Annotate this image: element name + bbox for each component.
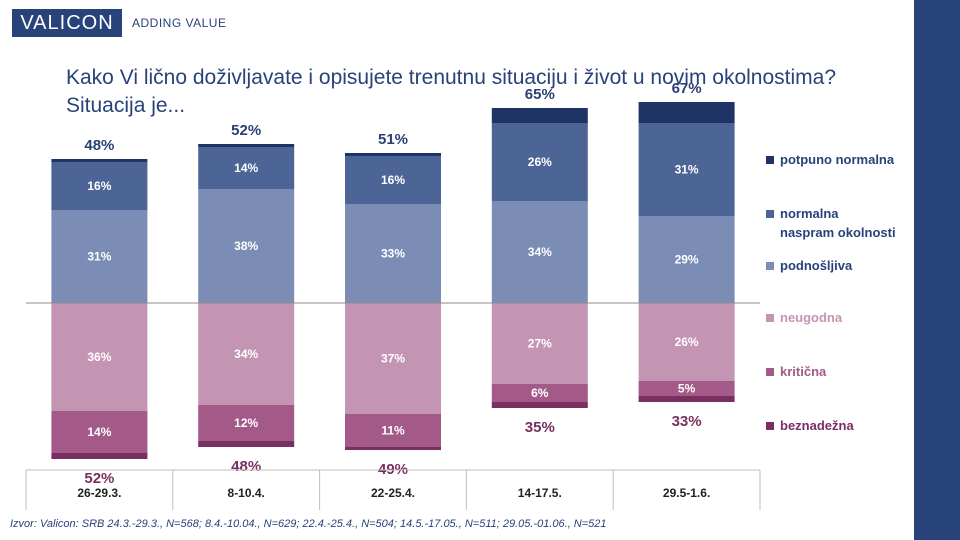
legend-label: potpuno normalna xyxy=(780,152,895,167)
legend-label: beznadežna xyxy=(780,418,854,433)
legend-label: normalna naspram okolnosti xyxy=(780,206,896,240)
negative-total-label: 48% xyxy=(231,458,261,475)
negative-total-label: 52% xyxy=(84,470,114,487)
bar-segment-podnošljiva xyxy=(51,210,148,303)
segment-label: 14% xyxy=(234,161,258,175)
bar-segment-potpuno-normalna xyxy=(51,159,148,162)
legend-swatch xyxy=(766,210,774,218)
segment-label: 16% xyxy=(381,173,405,187)
bar-segment-beznadežna xyxy=(491,402,588,408)
segment-label: 31% xyxy=(675,163,699,177)
positive-total-label: 65% xyxy=(525,86,555,103)
segment-label: 36% xyxy=(87,350,111,364)
segment-label: 31% xyxy=(87,250,111,264)
title-line-2: Situacija je... xyxy=(66,94,186,117)
segment-label: 5% xyxy=(678,382,696,396)
bar-segment-podnošljiva xyxy=(198,189,295,303)
right-accent-band xyxy=(914,0,960,540)
negative-total-label: 33% xyxy=(672,413,702,430)
tagline: ADDING VALUE xyxy=(132,16,227,30)
bar-segment-beznadežna xyxy=(345,447,441,450)
segment-label: 34% xyxy=(234,347,258,361)
legend-label: podnošljiva xyxy=(780,258,853,273)
bar-segment-beznadežna xyxy=(198,441,295,447)
source-note: Izvor: Valicon: SRB 24.3.-29.3., N=568; … xyxy=(10,518,607,530)
bar-segment-kritična xyxy=(345,414,441,447)
chart-title: Kako Vi lično doživljavate i opisujete t… xyxy=(66,64,906,120)
bar-segment-neugodna xyxy=(345,303,441,414)
positive-total-label: 51% xyxy=(378,131,408,148)
x-tick-label: 26-29.3. xyxy=(77,486,121,500)
positive-total-label: 52% xyxy=(231,122,261,139)
title-line-1: Kako Vi lično doživljavate i opisujete t… xyxy=(66,66,837,89)
segment-label: 14% xyxy=(87,425,111,439)
legend-swatch xyxy=(766,368,774,376)
bar-segment-normalna-naspram-okolnosti xyxy=(345,156,441,204)
bar-segment-neugodna xyxy=(51,303,148,411)
bar-segment-kritična xyxy=(51,411,148,453)
legend-swatch xyxy=(766,314,774,322)
segment-label: 6% xyxy=(531,386,549,400)
bar-segment-beznadežna xyxy=(51,453,148,459)
segment-label: 34% xyxy=(528,245,552,259)
positive-total-label: 48% xyxy=(84,137,114,154)
valicon-logo: VALICON xyxy=(12,9,122,37)
bar-segment-normalna-naspram-okolnosti xyxy=(638,123,735,216)
legend-label: kritična xyxy=(780,364,827,379)
bar-segment-podnošljiva xyxy=(491,201,588,303)
segment-label: 12% xyxy=(234,416,258,430)
bar-segment-potpuno-normalna xyxy=(198,144,295,147)
bar-segment-kritična xyxy=(638,381,735,396)
bar-segment-podnošljiva xyxy=(345,204,441,303)
bar-segment-neugodna xyxy=(491,303,588,384)
positive-total-label: 67% xyxy=(672,80,702,97)
x-tick-label: 14-17.5. xyxy=(518,486,562,500)
segment-label: 37% xyxy=(381,352,405,366)
bar-segment-kritična xyxy=(198,405,295,441)
legend-label: neugodna xyxy=(780,310,843,325)
bar-segment-neugodna xyxy=(638,303,735,381)
bar-segment-normalna-naspram-okolnosti xyxy=(198,147,295,189)
bar-segment-podnošljiva xyxy=(638,216,735,303)
bar-segment-normalna-naspram-okolnosti xyxy=(51,162,148,210)
segment-label: 26% xyxy=(528,155,552,169)
legend-swatch xyxy=(766,422,774,430)
legend-swatch xyxy=(766,262,774,270)
segment-label: 27% xyxy=(528,337,552,351)
bar-segment-potpuno-normalna xyxy=(491,108,588,123)
x-tick-label: 8-10.4. xyxy=(228,486,265,500)
x-tick-label: 22-25.4. xyxy=(371,486,415,500)
legend-swatch xyxy=(766,156,774,164)
bar-segment-normalna-naspram-okolnosti xyxy=(491,123,588,201)
segment-label: 38% xyxy=(234,239,258,253)
segment-label: 16% xyxy=(87,179,111,193)
bar-segment-neugodna xyxy=(198,303,295,405)
negative-total-label: 35% xyxy=(525,419,555,436)
bar-segment-beznadežna xyxy=(638,396,735,402)
segment-label: 29% xyxy=(675,253,699,267)
bar-segment-potpuno-normalna xyxy=(345,153,441,156)
bar-segment-potpuno-normalna xyxy=(638,102,735,123)
segment-label: 33% xyxy=(381,247,405,261)
bar-segment-kritična xyxy=(491,384,588,402)
segment-label: 11% xyxy=(381,424,405,438)
x-tick-label: 29.5-1.6. xyxy=(663,486,710,500)
segment-label: 26% xyxy=(675,335,699,349)
